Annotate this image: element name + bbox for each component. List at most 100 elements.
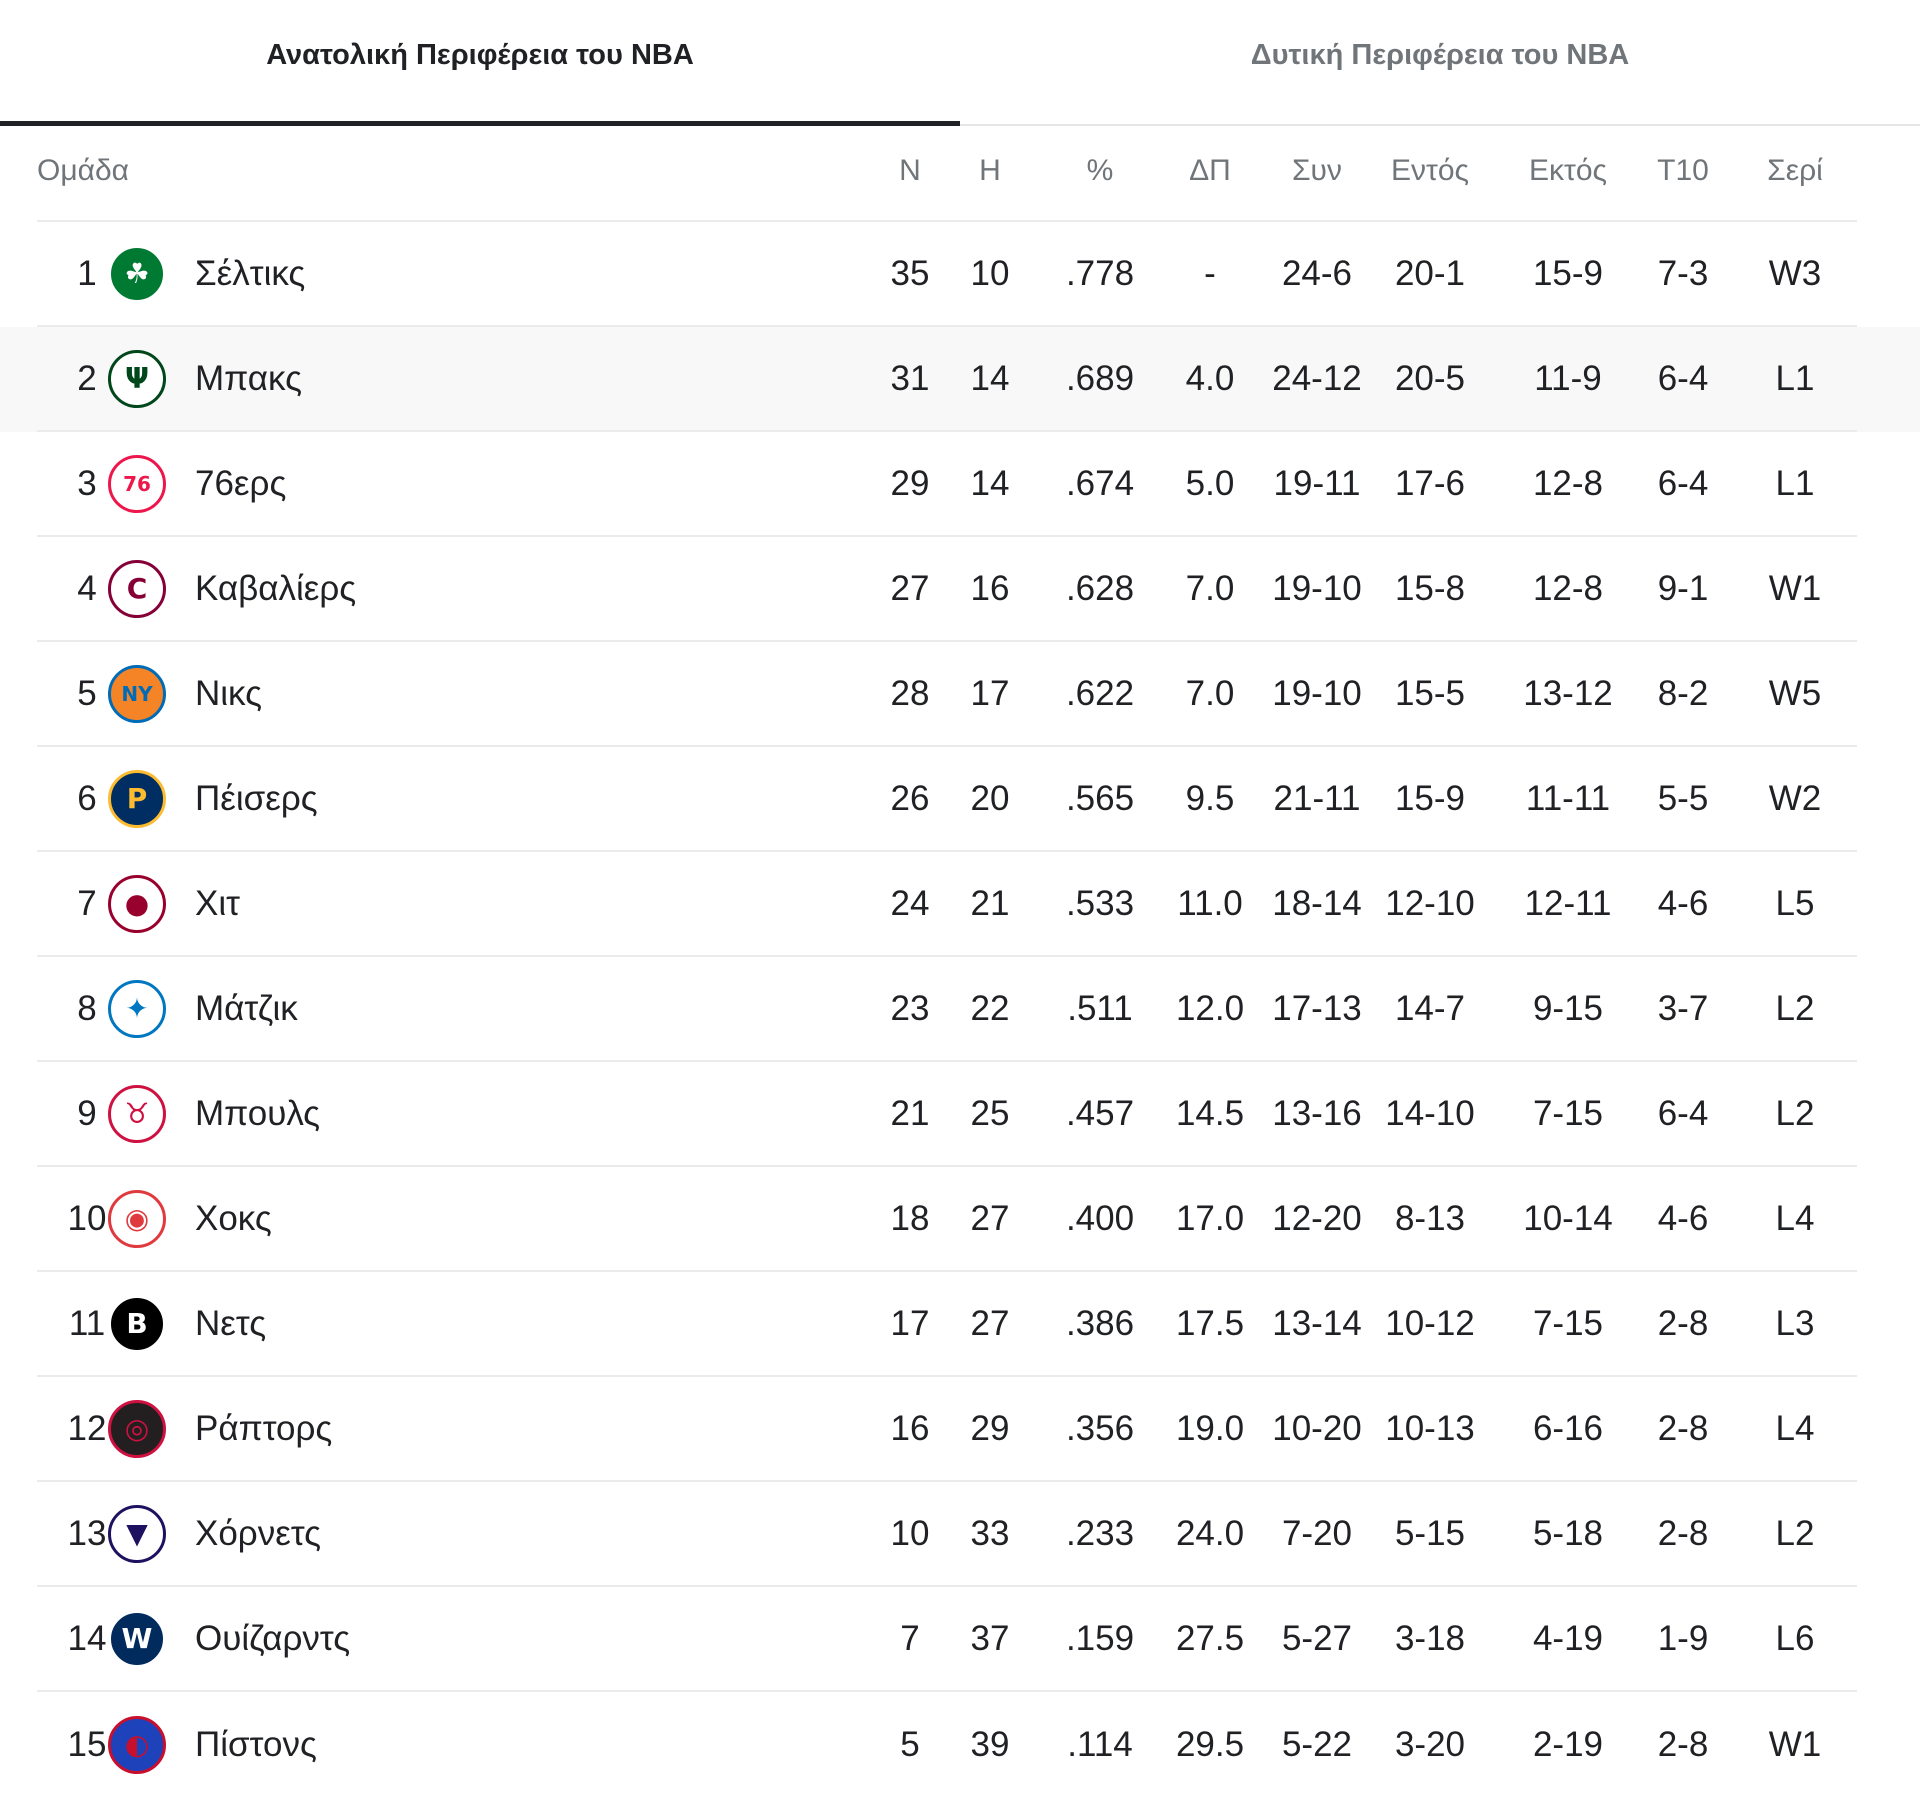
rank-cell: 11 [68,1303,106,1343]
knicks-logo-icon: NY [108,664,166,723]
wins-cell: 27 [890,568,930,608]
active-tab-indicator [0,121,960,126]
home-record-cell: 14-10 [1385,1093,1475,1133]
table-row[interactable]: 13 ▼ Χόρνετς 10 33 .233 24.0 7-20 5-15 5-18 2-8 L2 [0,1482,1920,1587]
team-name[interactable]: Χιτ [195,883,240,923]
team-name[interactable]: Σέλτικς [195,253,306,293]
table-row[interactable]: 10 ◉ Χοκς 18 27 .400 17.0 12-20 8-13 10-14 4-6 L4 [0,1167,1920,1272]
wins-cell: 7 [900,1618,920,1658]
conference-record-cell: 10-20 [1272,1408,1362,1448]
team-logo-cell: C [104,537,170,640]
table-row[interactable]: 6 P Πέισερς 26 20 .565 9.5 21-11 15-9 11-11 5-5 W2 [0,747,1920,852]
sixers-logo-icon: 76 [108,454,166,513]
tab-western-conference-label: Δυτική Περιφέρεια του NBA [1250,38,1630,71]
rank-cell: 7 [77,883,97,923]
rank-cell: 9 [77,1093,97,1133]
streak-cell: L4 [1775,1408,1815,1448]
team-name[interactable]: Χοκς [195,1198,272,1238]
team-logo-cell: ☘ [104,222,170,325]
conference-record-cell: 18-14 [1272,883,1362,923]
conference-record-cell: 7-20 [1281,1513,1353,1553]
last-10-cell: 5-5 [1657,778,1709,818]
rank-cell: 14 [67,1618,107,1658]
last-10-cell: 9-1 [1657,568,1709,608]
team-name[interactable]: Μπουλς [195,1093,320,1133]
table-row[interactable]: 11 B Νετς 17 27 .386 17.5 13-14 10-12 7-15 2-8 L3 [0,1272,1920,1377]
losses-cell: 17 [970,673,1010,713]
last-10-cell: 6-4 [1657,1093,1709,1133]
pistons-logo-icon: ◐ [108,1715,166,1774]
table-row[interactable]: 7 ● Χιτ 24 21 .533 11.0 18-14 12-10 12-11 4-6 L5 [0,852,1920,957]
table-row[interactable]: 1 ☘ Σέλτικς 35 10 .778 - 24-6 20-1 15-9 7-3 W3 [0,222,1920,327]
wins-cell: 18 [890,1198,930,1238]
team-name[interactable]: Μάτζικ [195,988,298,1028]
team-name[interactable]: Πέισερς [195,778,318,818]
home-record-cell: 3-20 [1394,1724,1466,1764]
team-name[interactable]: Πίστονς [195,1724,317,1764]
bulls-logo-icon: ♉ [108,1084,166,1143]
rank-cell: 1 [77,253,97,293]
last-10-cell: 7-3 [1657,253,1709,293]
table-row-content: 7 ● Χιτ 24 21 .533 11.0 18-14 12-10 12-11 4-6 L5 [37,852,1857,957]
home-record-cell: 10-12 [1385,1303,1475,1343]
table-row[interactable]: 14 W Ουίζαρντς 7 37 .159 27.5 5-27 3-18 4-19 1-9 L6 [0,1587,1920,1692]
rank-cell: 13 [67,1513,107,1553]
games-behind-cell: 17.0 [1175,1198,1245,1238]
table-header: Ομάδα Ν Η % ΔΠ Συν Εντός Εκτός Τ10 Σερί [37,126,1857,222]
last-10-cell: 6-4 [1657,463,1709,503]
rank-cell: 15 [67,1724,107,1764]
team-logo-cell: ♉ [104,1062,170,1165]
streak-cell: L2 [1775,1513,1815,1553]
table-row[interactable]: 9 ♉ Μπουλς 21 25 .457 14.5 13-16 14-10 7-15 6-4 L2 [0,1062,1920,1167]
conference-record-cell: 24-6 [1281,253,1353,293]
conference-record-cell: 17-13 [1272,988,1362,1028]
away-record-cell: 2-19 [1532,1724,1604,1764]
losses-cell: 22 [970,988,1010,1028]
last-10-cell: 4-6 [1657,883,1709,923]
table-row[interactable]: 12 ◎ Ράπτορς 16 29 .356 19.0 10-20 10-13 6-16 2-8 L… [0,1377,1920,1482]
losses-cell: 16 [970,568,1010,608]
team-name[interactable]: Ουίζαρντς [195,1618,351,1658]
team-name[interactable]: Μπακς [195,358,302,398]
tab-eastern-conference[interactable]: Ανατολική Περιφέρεια του NBA [0,0,960,124]
team-logo-cell: B [104,1272,170,1375]
team-name[interactable]: Ράπτορς [195,1408,333,1448]
team-name[interactable]: Καβαλίερς [195,568,357,608]
table-row-content: 8 ✦ Μάτζικ 23 22 .511 12.0 17-13 14-7 9-15 3-7 L2 [37,957,1857,1062]
win-pct-cell: .511 [1067,988,1133,1028]
team-name[interactable]: Νετς [195,1303,267,1343]
tab-eastern-conference-label: Ανατολική Περιφέρεια του NBA [266,38,694,71]
team-name[interactable]: Χόρνετς [195,1513,322,1553]
team-name[interactable]: Νικς [195,673,262,713]
header-games-behind: ΔΠ [1189,154,1231,187]
wins-cell: 29 [890,463,930,503]
wins-cell: 23 [890,988,930,1028]
wins-cell: 35 [890,253,930,293]
win-pct-cell: .628 [1065,568,1135,608]
table-row[interactable]: 3 76 76ερς 29 14 .674 5.0 19-11 17-6 12-8 6-4 L1 [0,432,1920,537]
table-row[interactable]: 4 C Καβαλίερς 27 16 .628 7.0 19-10 15-8 12-8 9-1 W1 [0,537,1920,642]
team-logo-cell: ◐ [104,1692,170,1797]
streak-cell: L1 [1775,358,1815,398]
table-row[interactable]: 2 Ψ Μπακς 31 14 .689 4.0 24-12 20-5 11-9 6-4 L1 [0,327,1920,432]
team-name[interactable]: 76ερς [195,463,287,503]
losses-cell: 29 [970,1408,1010,1448]
header-last-10: Τ10 [1657,154,1709,187]
table-row-content: 9 ♉ Μπουλς 21 25 .457 14.5 13-16 14-10 7-15 6-4 L2 [37,1062,1857,1167]
header-losses: Η [979,154,1001,187]
streak-cell: W3 [1768,253,1822,293]
conference-tabs: Ανατολική Περιφέρεια του NBA Δυτική Περι… [0,0,1920,126]
table-row-content: 12 ◎ Ράπτορς 16 29 .356 19.0 10-20 10-13 6-16 2-8 L… [37,1377,1857,1482]
last-10-cell: 2-8 [1657,1408,1709,1448]
home-record-cell: 10-13 [1385,1408,1475,1448]
header-conference-record: Συν [1292,154,1342,187]
team-logo-cell: W [104,1587,170,1690]
away-record-cell: 12-8 [1532,463,1604,503]
tab-western-conference[interactable]: Δυτική Περιφέρεια του NBA [960,0,1920,124]
conference-record-cell: 19-10 [1272,673,1362,713]
wins-cell: 5 [900,1724,920,1764]
table-row[interactable]: 8 ✦ Μάτζικ 23 22 .511 12.0 17-13 14-7 9-15 3-7 L2 [0,957,1920,1062]
table-row[interactable]: 5 NY Νικς 28 17 .622 7.0 19-10 15-5 13-12 8-2 W5 [0,642,1920,747]
table-row[interactable]: 15 ◐ Πίστονς 5 39 .114 29.5 5-22 3-20 2-19 2-8 W1 [0,1692,1920,1797]
away-record-cell: 12-8 [1532,568,1604,608]
